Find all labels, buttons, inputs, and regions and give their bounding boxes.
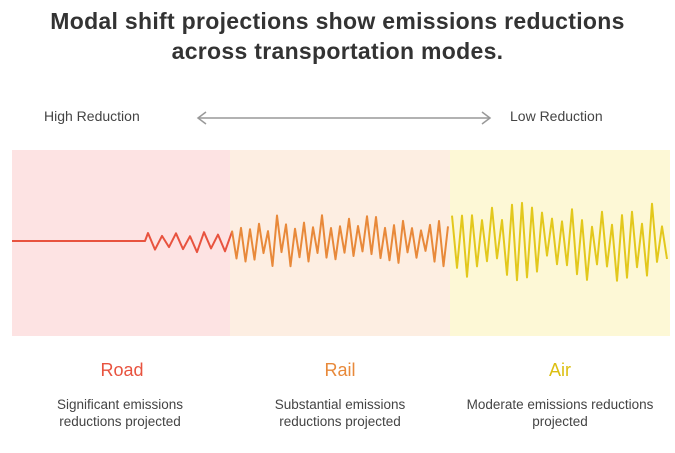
- arrow-head-right: [481, 111, 492, 125]
- title: Modal shift projections show emissions r…: [50, 8, 625, 64]
- waveform: [12, 201, 668, 282]
- mode-description: Substantial emissions reductions project…: [274, 397, 406, 429]
- rail-wave: [231, 214, 449, 268]
- arrow-head-left: [196, 111, 207, 125]
- mode-name: Rail: [324, 360, 356, 380]
- mode-name: Air: [549, 360, 571, 380]
- scale-right-label: Low Reduction: [510, 108, 603, 124]
- mode-description: Moderate emissions reductions projected: [466, 397, 654, 429]
- road-panel: [12, 150, 230, 336]
- mode-name: Road: [100, 360, 144, 380]
- mode-description: Significant emissions reductions project…: [56, 397, 184, 429]
- rail-panel: [230, 150, 450, 336]
- road-wave: [12, 231, 233, 254]
- air-wave: [451, 201, 668, 282]
- scale-left-label: High Reduction: [44, 108, 140, 124]
